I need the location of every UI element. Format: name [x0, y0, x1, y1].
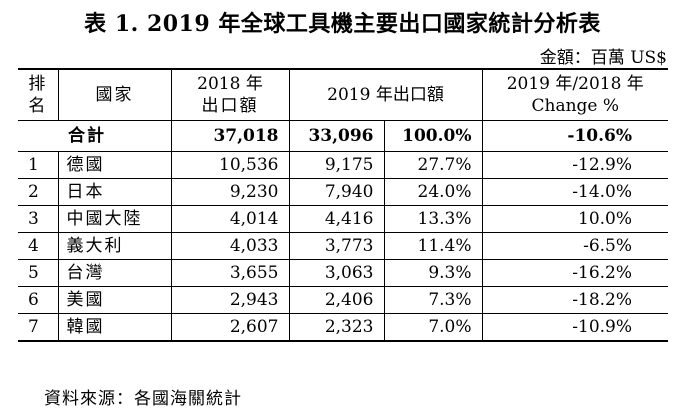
table-row: 2 日本 9,230 7,940 24.0% -14.0%: [18, 178, 669, 206]
y2018-header: 2018 年 出口額: [170, 68, 290, 121]
change-header-line2: Change %: [531, 96, 620, 116]
share-cell: 11.4%: [383, 232, 483, 260]
share-cell: 27.7%: [383, 151, 483, 179]
change-cell: -10.9%: [481, 313, 669, 342]
value-2019-cell: 2,406: [288, 286, 385, 314]
export-table: 排名 國家 2018 年 出口額 2019 年出口額 2019 年/2018 年…: [18, 68, 669, 342]
country-cell: 日本: [57, 178, 172, 206]
country-cell: 義大利: [57, 232, 172, 260]
country-cell: 中國大陸: [57, 205, 172, 233]
rank-cell: 5: [18, 259, 59, 287]
change-cell: -6.5%: [481, 232, 669, 260]
table-row: 7 韓國 2,607 2,323 7.0% -10.9%: [18, 313, 669, 342]
y2019-header: 2019 年出口額: [288, 68, 483, 121]
change-cell: -18.2%: [481, 286, 669, 314]
table-row: 5 台灣 3,655 3,063 9.3% -16.2%: [18, 259, 669, 287]
change-cell: -16.2%: [481, 259, 669, 287]
change-header: 2019 年/2018 年 Change %: [481, 68, 669, 121]
table-title: 表 1. 2019 年全球工具機主要出口國家統計分析表: [84, 11, 601, 37]
total-2018: 37,018: [170, 120, 290, 152]
share-cell: 9.3%: [383, 259, 483, 287]
rank-cell: 1: [18, 151, 59, 179]
rank-cell: 6: [18, 286, 59, 314]
value-2018-cell: 4,033: [170, 232, 290, 260]
unit-label: 金額：百萬 US$: [539, 48, 667, 68]
value-2018-cell: 9,230: [170, 178, 290, 206]
y2018-header-line1: 2018 年: [197, 74, 263, 94]
country-cell: 台灣: [57, 259, 172, 287]
rank-cell: 7: [18, 313, 59, 342]
total-label: 合計: [18, 120, 172, 152]
value-2018-cell: 4,014: [170, 205, 290, 233]
table-row: 1 德國 10,536 9,175 27.7% -12.9%: [18, 151, 669, 179]
table-row: 4 義大利 4,033 3,773 11.4% -6.5%: [18, 232, 669, 260]
change-cell: -14.0%: [481, 178, 669, 206]
country-cell: 美國: [57, 286, 172, 314]
total-share: 100.0%: [383, 120, 483, 152]
value-2018-cell: 2,943: [170, 286, 290, 314]
change-header-line1: 2019 年/2018 年: [506, 74, 644, 94]
value-2019-cell: 4,416: [288, 205, 385, 233]
share-cell: 7.0%: [383, 313, 483, 342]
change-cell: -12.9%: [481, 151, 669, 179]
rank-header-label: 排名: [28, 74, 50, 116]
country-cell: 韓國: [57, 313, 172, 342]
value-2019-cell: 2,323: [288, 313, 385, 342]
rank-cell: 4: [18, 232, 59, 260]
table-row: 6 美國 2,943 2,406 7.3% -18.2%: [18, 286, 669, 314]
value-2019-cell: 3,773: [288, 232, 385, 260]
value-2019-cell: 7,940: [288, 178, 385, 206]
country-cell: 德國: [57, 151, 172, 179]
total-2019: 33,096: [288, 120, 385, 152]
share-cell: 7.3%: [383, 286, 483, 314]
y2019-header-label: 2019 年出口額: [327, 84, 444, 105]
change-cell: 10.0%: [481, 205, 669, 233]
value-2018-cell: 10,536: [170, 151, 290, 179]
value-2018-cell: 2,607: [170, 313, 290, 342]
y2018-header-line2: 出口額: [201, 96, 259, 116]
table-row: 3 中國大陸 4,014 4,416 13.3% 10.0%: [18, 205, 669, 233]
rank-cell: 2: [18, 178, 59, 206]
share-cell: 24.0%: [383, 178, 483, 206]
rank-cell: 3: [18, 205, 59, 233]
value-2018-cell: 3,655: [170, 259, 290, 287]
total-row: 合計 37,018 33,096 100.0% -10.6%: [18, 120, 669, 152]
rank-header: 排名: [18, 68, 59, 121]
value-2019-cell: 3,063: [288, 259, 385, 287]
share-cell: 13.3%: [383, 205, 483, 233]
value-2019-cell: 9,175: [288, 151, 385, 179]
country-header-label: 國家: [95, 84, 134, 105]
country-header: 國家: [57, 68, 172, 121]
total-change: -10.6%: [481, 120, 669, 152]
source-note: 資料來源：各國海關統計: [44, 389, 242, 409]
